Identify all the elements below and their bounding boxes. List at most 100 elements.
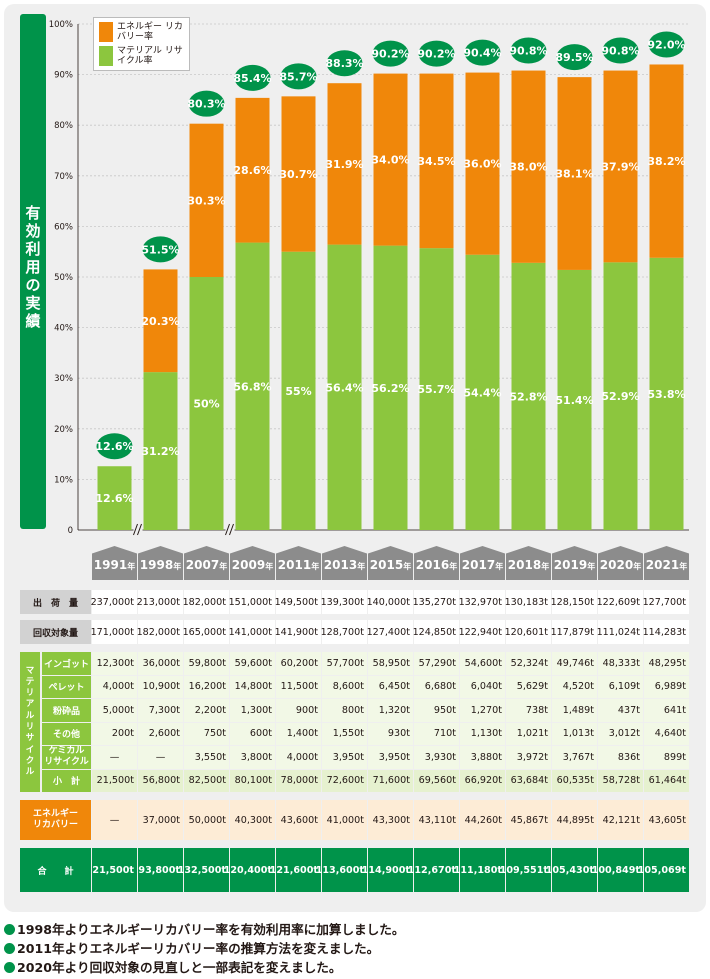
cell: 900t (276, 699, 321, 722)
cell: — (92, 800, 137, 840)
row-material-2-label: 粉砕品 (42, 699, 91, 722)
cell: 141,900t (275, 620, 321, 644)
year-header-row: 1991年 1998年 2007年 2009年 2011年 2013年 2015年 2016年… (92, 546, 689, 580)
cell: 6,450t (368, 675, 413, 698)
footnote-3: 2020年より回収対象の見直しと一部表記を変えました。 (4, 958, 704, 977)
label-energy-2013年: 31.9% (325, 158, 363, 171)
year-header-label: 2013年 (322, 558, 367, 572)
year-header-2011: 2011年 (276, 546, 321, 580)
label-energy-2019年: 38.1% (555, 168, 593, 181)
bar-material-2011年 (281, 251, 316, 530)
year-header-shape (598, 546, 643, 580)
label-energy-2020年: 37.9% (601, 160, 639, 173)
cell: 21,500t (92, 848, 137, 892)
cell: — (138, 746, 183, 769)
bar-material-2018年 (511, 262, 546, 530)
row-material-1-label: ペレット (42, 675, 91, 698)
cell: 43,600t (276, 800, 321, 840)
cell: 5,629t (506, 675, 551, 698)
cell: 114,900t (362, 848, 413, 892)
year-header-2007: 2007年 (184, 546, 229, 580)
cell: 43,605t (644, 800, 689, 840)
row-label-line: エネルギー (32, 809, 78, 819)
cell: 41,000t (322, 800, 367, 840)
cell: 66,920t (460, 769, 505, 792)
cell: 45,867t (506, 800, 551, 840)
cell: 10,900t (138, 675, 183, 698)
cell: 200t (92, 722, 137, 745)
bullet-icon (4, 962, 15, 973)
side-title-char: 実 (25, 294, 41, 312)
total-badge-2021年 (648, 31, 685, 58)
total-badge-2015年 (372, 40, 409, 67)
cell: 59,600t (230, 652, 275, 675)
cell: 600t (230, 722, 275, 745)
y-tick-label: 40% (54, 324, 73, 334)
bar-energy-2009年 (235, 97, 270, 243)
row-shipments: 出 荷 量 237,000t 213,000t 182,000t 151,000t 149… (20, 590, 689, 614)
cell: 52,324t (506, 652, 551, 675)
cell: 1,400t (276, 722, 321, 745)
cell: 3,550t (184, 746, 229, 769)
cell: 5,000t (92, 699, 137, 722)
material-recycle-label: マテリアルリサイクル (20, 652, 40, 792)
cell: 3,012t (598, 722, 643, 745)
year-header-2020: 2020年 (598, 546, 643, 580)
total-label-2018年: 90.8% (509, 45, 547, 58)
cell: 132,970t (459, 590, 505, 614)
cell: 182,000t (183, 590, 229, 614)
row-material-3: その他 200t 2,600t 750t 600t 1,400t 1,550t 930t 710… (40, 722, 689, 745)
y-tick-label: 10% (54, 475, 73, 485)
cell: 4,000t (92, 675, 137, 698)
cell: 56,800t (138, 769, 183, 792)
year-header-shape (552, 546, 597, 580)
bar-energy-2017年 (465, 72, 500, 255)
total-label-2016年: 90.2% (417, 48, 455, 61)
material-recycle-char: テ (25, 676, 35, 687)
cell: 109,551t (500, 848, 551, 892)
bar-energy-2019年 (557, 77, 592, 270)
side-title-char: の (25, 276, 41, 294)
year-header-label: 2016年 (414, 558, 459, 572)
year-header-2015: 2015年 (368, 546, 413, 580)
legend-label-energy: エネルギー リカバリー率 (117, 22, 183, 42)
cell: 135,270t (413, 590, 459, 614)
year-unit: 年 (633, 562, 642, 571)
year-header-label: 2011年 (276, 558, 321, 572)
y-tick-label: 30% (54, 374, 73, 384)
year-unit: 年 (127, 562, 136, 571)
cell: 71,600t (368, 769, 413, 792)
cell: 69,560t (414, 769, 459, 792)
year-header-1998: 1998年 (138, 546, 183, 580)
cell: 2,600t (138, 722, 183, 745)
bar-energy-2007年 (189, 123, 224, 277)
side-title-char: 用 (25, 258, 41, 276)
label-energy-2021年: 38.2% (647, 155, 685, 168)
year-header-shape (230, 546, 275, 580)
year-header-label: 2009年 (230, 558, 275, 572)
cell: 3,800t (230, 746, 275, 769)
y-tick-label: 70% (54, 172, 73, 182)
cell: 48,295t (644, 652, 689, 675)
total-label-1998年: 51.5% (141, 243, 179, 256)
cell: 128,150t (551, 590, 597, 614)
year-header-shape (322, 546, 367, 580)
cell: 151,000t (229, 590, 275, 614)
legend-swatch-energy (99, 22, 113, 42)
cell: 641t (644, 699, 689, 722)
cell: 4,520t (552, 675, 597, 698)
cell: — (92, 746, 137, 769)
cell: 6,680t (414, 675, 459, 698)
year-header-2016: 2016年 (414, 546, 459, 580)
cell: 1,021t (506, 722, 551, 745)
cell: 111,024t (597, 620, 643, 644)
row-energy-label: エネルギー リカバリー (20, 800, 91, 840)
cell: 113,600t (316, 848, 367, 892)
cell: 437t (598, 699, 643, 722)
bar-energy-2016年 (419, 73, 454, 249)
legend-swatch-material (99, 46, 113, 66)
row-material-2: 粉砕品 5,000t 7,300t 2,200t 1,300t 900t 800t 1,320… (40, 699, 689, 722)
bullet-icon (4, 943, 15, 954)
total-label-2007年: 80.3% (187, 98, 225, 111)
total-label-2009年: 85.4% (233, 72, 271, 85)
